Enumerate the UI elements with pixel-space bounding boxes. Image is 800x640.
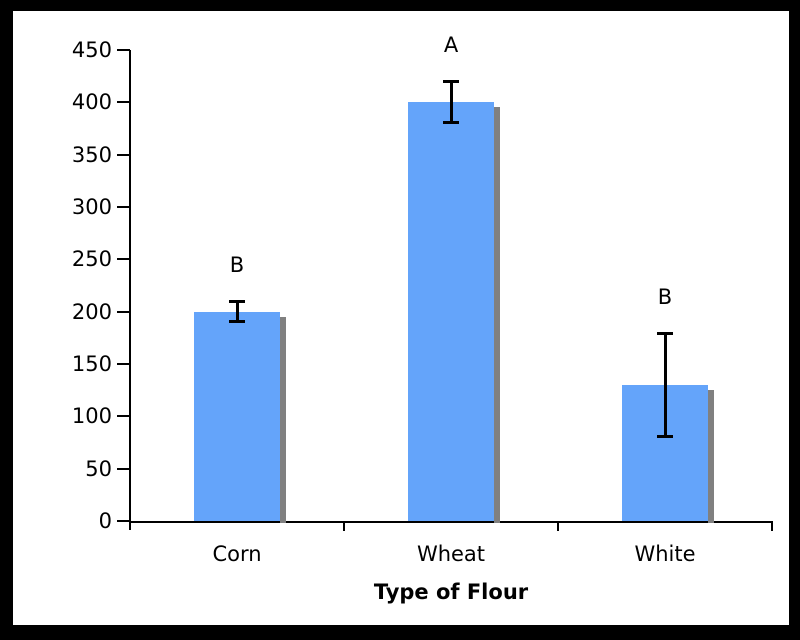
y-tick xyxy=(117,467,130,470)
y-tick-label: 100 xyxy=(71,404,112,429)
bar-shadow xyxy=(280,316,286,523)
y-tick xyxy=(117,153,130,156)
y-tick-label: 200 xyxy=(71,299,112,324)
bar-wheat xyxy=(408,102,494,521)
y-tick-label: 300 xyxy=(71,195,112,219)
error-bar-bottom-cap xyxy=(657,435,673,439)
y-tick-label: 150 xyxy=(71,352,112,376)
error-bar-top-cap xyxy=(657,331,673,335)
y-tick-label: 450 xyxy=(71,38,112,62)
y-tick-label: 50 xyxy=(85,456,112,481)
x-tick xyxy=(343,521,345,531)
y-tick xyxy=(117,415,130,418)
bar-corn xyxy=(194,311,280,521)
y-tick xyxy=(117,520,130,522)
y-tick xyxy=(117,258,130,261)
x-tick xyxy=(771,521,773,531)
y-tick xyxy=(117,101,130,104)
y-tick xyxy=(117,310,130,313)
y-tick xyxy=(117,49,130,51)
error-bar-top-cap xyxy=(229,300,245,304)
y-tick-label: 350 xyxy=(71,142,112,167)
significance-letter: A xyxy=(443,33,459,58)
significance-letter: B xyxy=(229,253,245,278)
x-category-label: Wheat xyxy=(416,542,486,566)
x-category-label: White xyxy=(634,542,696,566)
y-tick-label: 250 xyxy=(71,247,112,272)
y-tick xyxy=(117,363,130,365)
x-axis-title: Type of Flour xyxy=(373,580,529,604)
y-tick-label: 400 xyxy=(71,90,112,115)
x-tick xyxy=(557,521,559,531)
x-category-label: Corn xyxy=(212,542,262,566)
significance-letter: B xyxy=(657,284,673,309)
y-tick xyxy=(117,206,130,208)
y-axis-line xyxy=(129,50,131,530)
error-bar-bottom-cap xyxy=(443,121,459,125)
error-bar-vline xyxy=(235,301,239,323)
bar-shadow xyxy=(494,107,500,523)
error-bar-vline xyxy=(449,81,453,124)
y-tick-label: 0 xyxy=(98,509,112,533)
x-axis-line xyxy=(130,521,772,523)
error-bar-vline xyxy=(663,332,667,438)
error-bar-bottom-cap xyxy=(229,320,245,324)
bar-shadow xyxy=(708,389,714,523)
error-bar-top-cap xyxy=(443,80,459,84)
